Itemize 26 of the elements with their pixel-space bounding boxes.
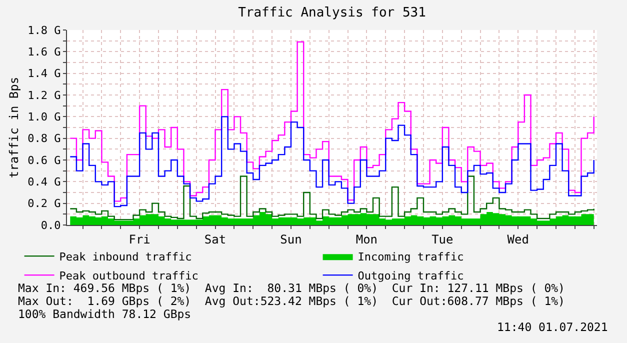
- y-tick-label: 1.6 G: [28, 46, 61, 59]
- chart-title: Traffic Analysis for 531: [238, 6, 426, 21]
- y-axis-title: traffic in Bps: [6, 76, 21, 178]
- legend-label: Incoming traffic: [358, 250, 464, 264]
- legend-label: Outgoing traffic: [358, 269, 464, 282]
- y-tick-label: 0.2 G: [28, 197, 61, 210]
- legend-label: Peak inbound traffic: [59, 250, 192, 264]
- text: Max In: 469.56 MBps ( 1%) Avg In: 80.31 MBps ( 0%) Cur In: 127.11 MBps ( 0%): [18, 281, 565, 295]
- text: 11:40 01.07.2021: [497, 320, 608, 334]
- x-tick-label: Fri: [128, 232, 150, 246]
- y-tick-label: 0.4 G: [28, 176, 61, 189]
- y-tick-label: 1.2 G: [28, 88, 61, 102]
- y-tick-label: 1.4 G: [28, 67, 61, 80]
- x-tick-label: Wed: [507, 232, 529, 246]
- y-tick-label: 0.6 G: [28, 154, 61, 167]
- y-tick-label: 0.0: [40, 218, 61, 232]
- x-tick-label: Mon: [356, 232, 378, 246]
- x-tick-label: Sun: [280, 232, 302, 246]
- x-tick-label: Tue: [432, 232, 454, 246]
- y-tick-label: 0.8 G: [28, 132, 61, 146]
- x-tick-label: Sat: [204, 232, 226, 246]
- text: Max Out: 1.69 GBps ( 2%) Avg Out:523.42 MBps ( 1%) Cur Out:608.77 MBps ( 1%): [18, 294, 565, 308]
- y-tick-label: 1.8 G: [28, 24, 61, 37]
- y-tick-label: 1.0 G: [28, 110, 61, 124]
- legend-label: Peak outbound traffic: [59, 269, 198, 282]
- text: 100% Bandwidth 78.12 GBps: [18, 307, 192, 321]
